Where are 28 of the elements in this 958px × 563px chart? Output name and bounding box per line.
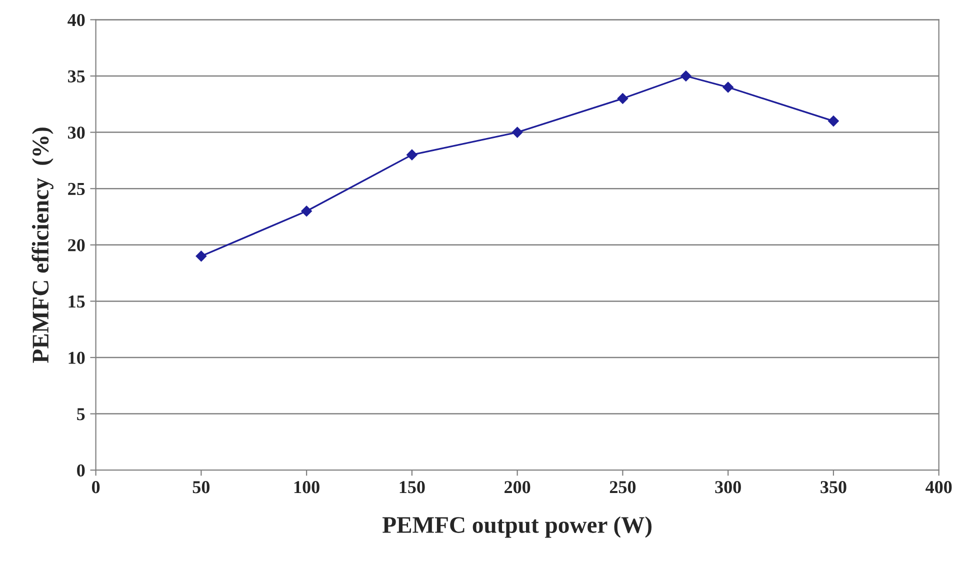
x-tick-label: 400 (926, 481, 952, 494)
point (196, 250, 207, 262)
point (722, 82, 734, 93)
x-tick-label: 300 (715, 481, 741, 494)
x-tick-label: 0 (92, 481, 100, 494)
x-tick-label: 200 (504, 481, 530, 494)
y-tick-label: 15 (68, 296, 85, 308)
y-tick-label: 35 (68, 70, 85, 82)
y-tick-label: 5 (77, 408, 85, 420)
y-tick-label: 25 (68, 182, 85, 196)
y-tick-label: 10 (68, 352, 85, 364)
x-tick-label: 100 (294, 481, 320, 494)
y-tick-label: 40 (68, 14, 85, 26)
y-tick-label: 20 (68, 239, 85, 252)
point (406, 149, 418, 160)
y-tick-label: 0 (77, 464, 85, 477)
x-tick-label: 250 (610, 481, 636, 494)
x-tick-label: 150 (400, 481, 425, 494)
point (680, 70, 692, 82)
point (301, 206, 312, 217)
y-tick-label: 30 (68, 126, 85, 139)
point (828, 116, 839, 126)
x-tick-label: 350 (820, 481, 846, 494)
y-axis-title: PEMFC efficiency (%) (32, 128, 54, 363)
point (512, 126, 523, 138)
point (617, 93, 628, 104)
x-tick-label: 50 (192, 481, 210, 494)
x-axis-title: PEMFC output power (W) (382, 516, 652, 538)
